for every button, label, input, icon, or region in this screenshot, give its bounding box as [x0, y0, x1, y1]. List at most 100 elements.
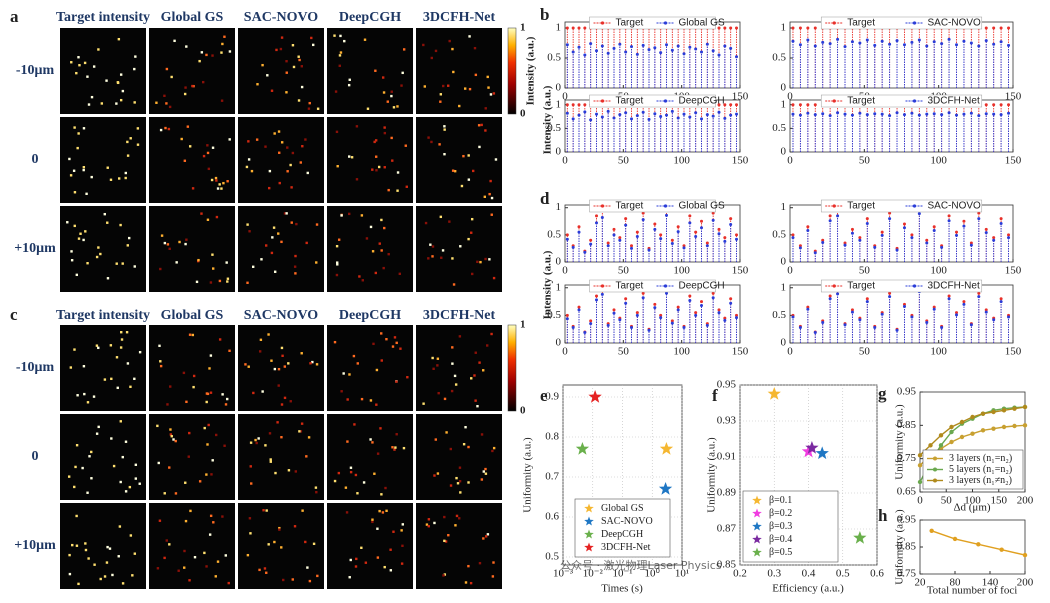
stem-marker [670, 242, 674, 246]
focus-spot [115, 356, 119, 359]
stem-marker [729, 26, 733, 30]
focus-spot [270, 89, 274, 92]
focus-spot [401, 523, 404, 526]
legend-box [589, 199, 716, 213]
focus-spot [375, 368, 379, 372]
stem-marker [806, 305, 810, 309]
focus-spot [124, 440, 128, 443]
stem-marker [865, 217, 869, 221]
colorbar-label: Intensity (a.u.) [525, 36, 537, 105]
stem-marker [806, 26, 810, 30]
y-tick-label: 0.95 [897, 386, 917, 398]
stem-marker [850, 231, 854, 235]
stem-marker [880, 233, 884, 237]
focus-spot [71, 543, 74, 547]
focus-spot [345, 511, 349, 514]
focus-spot [76, 146, 79, 150]
stem-marker [729, 103, 733, 107]
y-axis-label: Uniformity (a.u.) [894, 404, 906, 480]
focus-spot [256, 83, 259, 86]
x-axis-label: Δd (μm) [953, 502, 990, 514]
focus-spot [126, 244, 129, 247]
legend-swatch [832, 284, 836, 288]
focus-spot [300, 85, 304, 89]
focus-spot [226, 397, 229, 401]
focus-spot [159, 128, 163, 132]
stem-marker [717, 227, 721, 231]
stem-marker [711, 49, 715, 53]
legend-label: β=0.3 [769, 521, 792, 532]
stem-marker [955, 113, 959, 117]
focus-spot [84, 230, 87, 233]
focus-spot [211, 146, 215, 149]
focus-spot [362, 481, 366, 484]
stem-marker [688, 45, 692, 49]
stem-marker [711, 296, 715, 300]
focus-spot [278, 151, 281, 154]
focus-spot [483, 195, 487, 198]
focus-spot [166, 243, 170, 246]
stem-marker [865, 300, 869, 304]
stem-marker [925, 321, 929, 325]
hologram-image [327, 325, 413, 411]
focus-spot [443, 128, 446, 131]
stem-marker [659, 51, 663, 55]
focus-spot [401, 544, 404, 548]
focus-spot [395, 341, 398, 345]
focus-spot [299, 430, 303, 433]
focus-spot [214, 433, 218, 437]
stem-marker [999, 221, 1003, 225]
hologram-image [149, 503, 235, 589]
stem-marker [873, 245, 877, 249]
y-tick-label: 0.5 [772, 122, 786, 134]
focus-spot [214, 575, 217, 578]
focus-spot [81, 466, 84, 470]
focus-spot [285, 60, 288, 63]
stem-marker [676, 225, 680, 229]
panel-label: c [10, 305, 18, 324]
stem-marker [676, 116, 680, 120]
focus-spot [487, 86, 490, 89]
stem-marker [888, 291, 892, 295]
stem-marker [641, 291, 645, 295]
focus-spot [443, 573, 447, 576]
focus-spot [138, 350, 142, 354]
y-tick-label: 0.5 [547, 52, 561, 64]
focus-spot [400, 84, 403, 87]
focus-spot [430, 140, 433, 144]
stem-marker [873, 326, 877, 330]
x-tick-label: 50 [941, 495, 953, 507]
stem-marker [798, 246, 802, 250]
focus-spot [404, 144, 407, 147]
focus-spot [73, 348, 76, 351]
focus-spot [267, 543, 270, 546]
stem-marker [705, 42, 709, 46]
focus-spot [191, 84, 194, 88]
line-marker [1022, 423, 1028, 428]
focus-spot [215, 215, 219, 219]
focus-spot [305, 455, 308, 458]
focus-spot [86, 262, 89, 265]
focus-spot [464, 581, 468, 584]
focus-spot [84, 542, 87, 545]
stem-marker [977, 295, 981, 299]
point [575, 442, 590, 455]
focus-spot [467, 564, 470, 568]
focus-spot [453, 169, 457, 173]
stem-marker [577, 230, 581, 234]
stem-marker [606, 323, 610, 327]
row-label: +10μm [14, 538, 56, 553]
stem-marker [962, 300, 966, 304]
stem-marker [635, 313, 639, 317]
stem-marker [729, 297, 733, 301]
focus-spot [490, 196, 494, 200]
stem-marker [723, 116, 727, 120]
stem-marker [670, 48, 674, 52]
focus-spot [396, 171, 400, 174]
stem-marker [1007, 43, 1011, 47]
focus-spot [185, 238, 188, 241]
focus-spot [484, 257, 487, 261]
focus-spot [335, 130, 339, 134]
focus-spot [492, 276, 496, 280]
focus-spot [297, 55, 300, 58]
